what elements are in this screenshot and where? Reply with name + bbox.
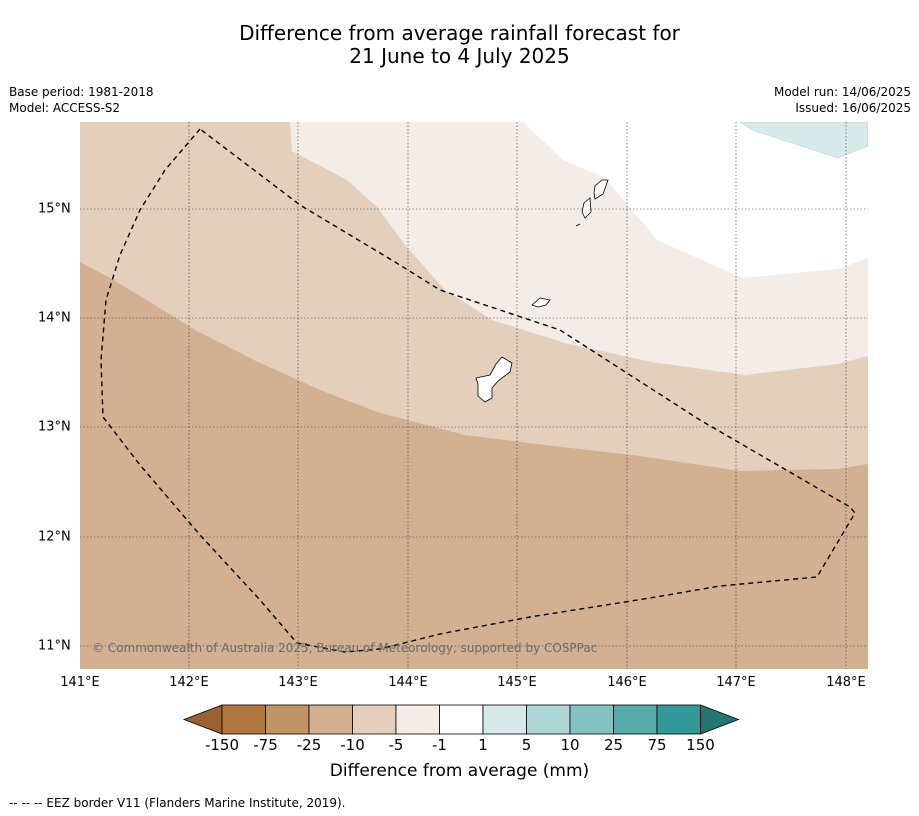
colorbar-segment (439, 704, 484, 735)
y-tick-label: 14°N (38, 310, 71, 326)
colorbar-segment (221, 704, 266, 735)
colorbar-tick-label: -10 (340, 736, 365, 754)
rota-island (531, 297, 551, 308)
colorbar-tick-label: -75 (253, 736, 278, 754)
colorbar-tick-label: -5 (388, 736, 404, 754)
gridlines (80, 122, 868, 669)
colorbar-tick-label: 150 (686, 736, 715, 754)
colorbar-segment (352, 704, 397, 735)
x-tick-label: 141°E (60, 675, 100, 690)
x-tick-label: 147°E (716, 675, 756, 690)
colorbar-segment (613, 704, 658, 735)
colorbar-tick-label: 5 (521, 736, 532, 754)
eez-border (100, 128, 856, 653)
chart-title: Difference from average rainfall forecas… (0, 22, 919, 68)
meta-left: Base period: 1981-2018 Model: ACCESS-S2 (9, 84, 154, 116)
colorbar-title: Difference from average (mm) (329, 761, 590, 781)
colorbar-segment (656, 704, 701, 735)
meta-right: Model run: 14/06/2025 Issued: 16/06/2025 (774, 84, 911, 116)
y-tick-label: 13°N (38, 419, 71, 435)
x-tick-label: 143°E (278, 675, 318, 690)
title-line-2: 21 June to 4 July 2025 (349, 44, 570, 68)
x-tick-label: 145°E (497, 675, 537, 690)
base-period: Base period: 1981-2018 (9, 85, 154, 99)
y-tick-label: 12°N (38, 529, 71, 545)
guam-island (475, 356, 513, 403)
title-line-1: Difference from average rainfall forecas… (239, 21, 680, 45)
colorbar-tick-label: 25 (603, 736, 624, 754)
band-minus-5-top (80, 122, 292, 150)
tinian-island (581, 197, 592, 219)
copyright-notice: © Commonwealth of Australia 2025, Bureau… (92, 641, 598, 655)
colorbar-tick-label: 1 (478, 736, 488, 754)
x-tick-label: 148°E (826, 675, 866, 690)
y-tick-label: 15°N (38, 201, 71, 217)
colorbar-extension-low (182, 704, 223, 735)
colorbar-segment (395, 704, 440, 735)
colorbar-segment (569, 704, 614, 735)
colorbar-tick-label: -25 (296, 736, 322, 754)
colorbar-segment (526, 704, 571, 735)
x-tick-label: 144°E (388, 675, 428, 690)
colorbar-segment (308, 704, 353, 735)
aguijan-island (575, 223, 581, 227)
colorbar-segment (265, 704, 310, 735)
saipan-island (593, 179, 609, 200)
issued-date: Issued: 16/06/2025 (795, 101, 911, 115)
colorbar-tick-label: -150 (204, 736, 240, 754)
islands (475, 179, 609, 403)
colorbar-segment (482, 704, 527, 735)
x-tick-label: 142°E (169, 675, 209, 690)
colorbar-tick-label: 10 (560, 736, 580, 754)
colorbar-tick-label: 75 (647, 736, 667, 754)
band-plus-1 (739, 122, 868, 159)
colorbar-extension-high (700, 704, 740, 735)
eez-legend-footnote: -- -- -- EEZ border V11 (Flanders Marine… (9, 796, 346, 810)
model-run: Model run: 14/06/2025 (773, 85, 911, 99)
model-name: Model: ACCESS-S2 (9, 101, 121, 115)
x-tick-label: 146°E (607, 675, 647, 690)
colorbar (182, 704, 740, 735)
colorbar-tick-label: -1 (432, 736, 447, 754)
map-area (80, 122, 868, 669)
y-tick-label: 11°N (38, 638, 71, 654)
band-minus-10 (80, 262, 868, 669)
